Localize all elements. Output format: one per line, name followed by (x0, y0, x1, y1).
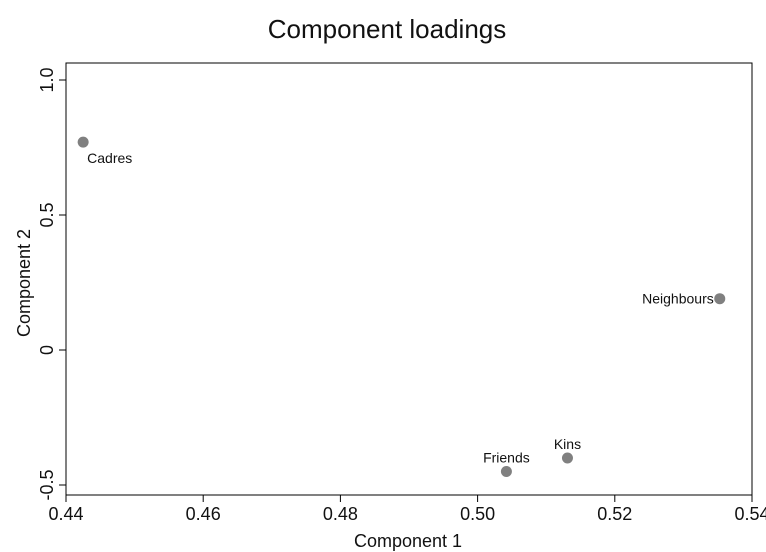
y-tick-label: 0.5 (37, 202, 57, 227)
point-label: Friends (483, 450, 530, 466)
x-axis-title: Component 1 (354, 531, 462, 551)
data-point (500, 466, 512, 477)
y-tick-label: -0.5 (37, 469, 57, 500)
chart-title: Component loadings (268, 14, 507, 44)
data-point (561, 452, 573, 464)
x-axis: 0.44 0.46 0.48 0.50 0.52 0.54 (48, 495, 766, 524)
x-tick-label: 0.48 (323, 504, 358, 524)
data-point (714, 293, 726, 305)
x-tick-label: 0.54 (734, 504, 766, 524)
y-axis-title: Component 2 (14, 229, 34, 337)
plot-frame (65, 62, 753, 496)
x-tick-label: 0.44 (48, 504, 83, 524)
point-label: Neighbours (642, 291, 714, 307)
y-tick-label: 0 (37, 345, 57, 355)
point-label: Kins (554, 436, 581, 452)
y-axis: -0.5 0 0.5 1.0 (37, 67, 66, 501)
point-label: Cadres (87, 150, 132, 166)
y-tick-label: 1.0 (37, 67, 57, 92)
x-tick-label: 0.46 (186, 504, 221, 524)
x-tick-label: 0.52 (597, 504, 632, 524)
data-points: Cadres Neighbours Kins Friends (77, 136, 726, 477)
x-tick-label: 0.50 (460, 504, 495, 524)
data-point (77, 136, 89, 148)
